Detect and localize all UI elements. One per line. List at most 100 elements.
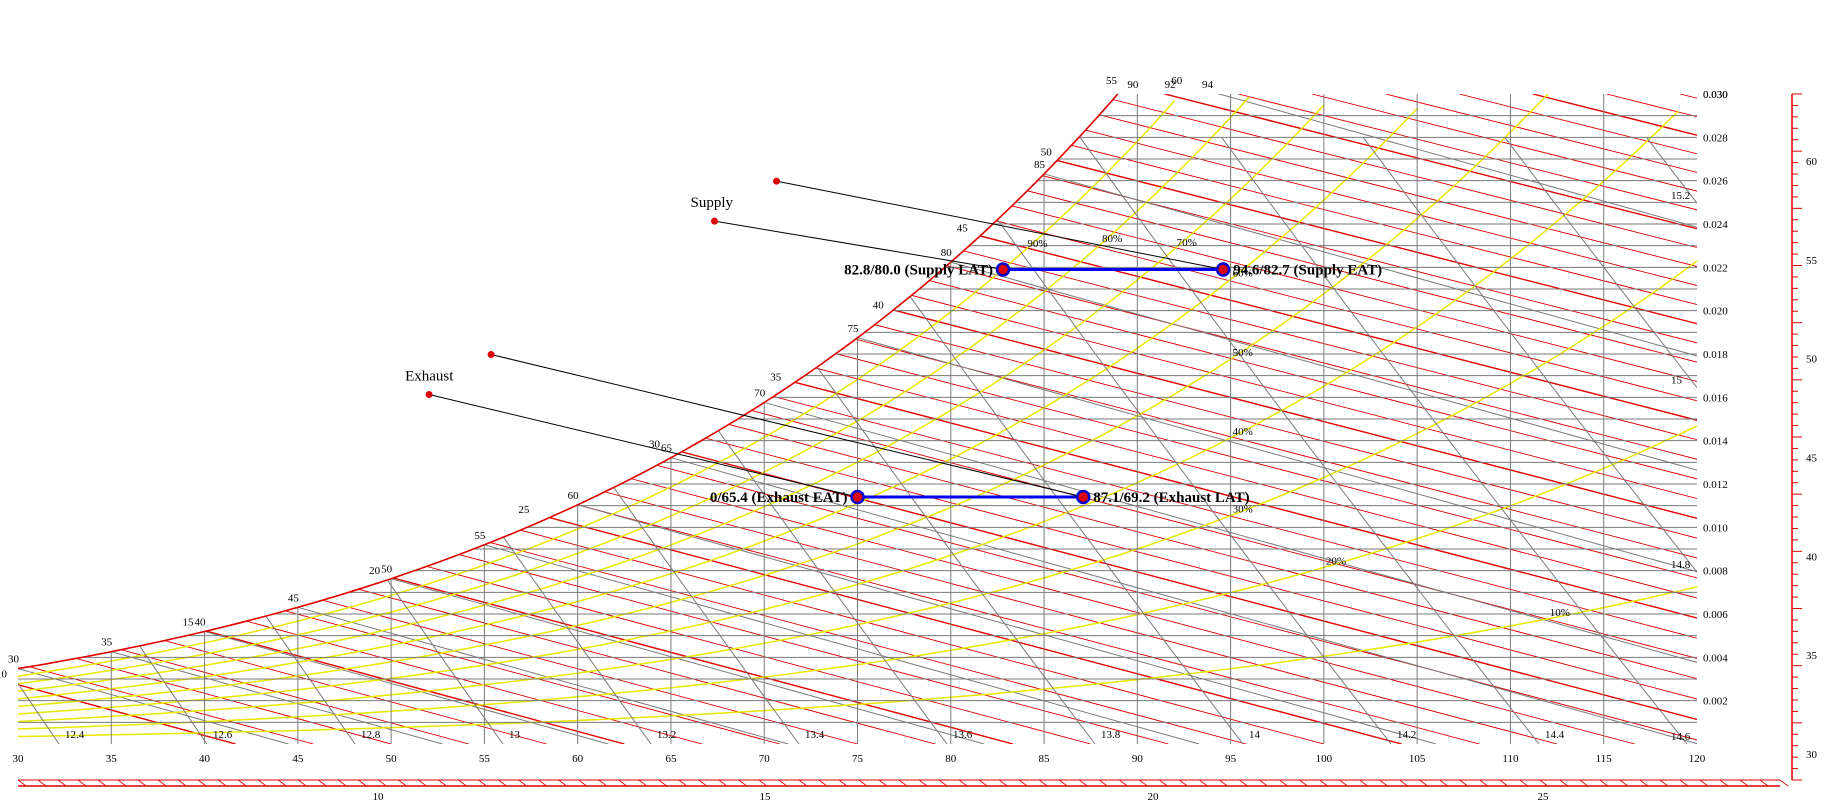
rh-label: 20% [1326, 555, 1346, 567]
bottom-scale-tick [858, 779, 868, 787]
bottom-scale-tick [37, 779, 47, 787]
y-tick-label: 0.014 [1703, 436, 1728, 448]
auxiliary-scales: 30 35 40 45 50 55 60 10 15 20 25 [17, 93, 1818, 803]
bottom-scale-tick [1579, 779, 1589, 787]
volume-label: 13.6 [953, 729, 973, 741]
y-tick-label: 0.020 [1703, 306, 1728, 318]
enthalpy-label: 25 [518, 504, 530, 516]
bottom-scale-tick [57, 779, 67, 787]
bottom-scale-tick [117, 779, 127, 787]
volume-label: 14.8 [1671, 559, 1691, 571]
y-tick-label: 0.004 [1703, 652, 1728, 664]
rh-curve [18, 96, 1250, 685]
bottom-scale-tick [618, 779, 627, 787]
specific-volume-line [18, 137, 356, 744]
bottom-scale-tick [718, 779, 728, 787]
axes: 30 35 40 45 50 55 60 65 70 75 80 85 90 95 100 105 110 115… [13, 89, 1729, 765]
bottom-scale-tick [1599, 779, 1609, 787]
leader-dot [487, 351, 495, 358]
bottom-scale-tick [458, 779, 467, 787]
bottom-scale-tick [958, 779, 968, 787]
volume-label: 14.2 [1397, 729, 1416, 741]
wetbulb-line [18, 668, 289, 744]
bottom-scale-tick [538, 779, 547, 787]
right-scale-label: 55 [1806, 255, 1818, 267]
volume-label: 14 [1249, 729, 1261, 741]
wetbulb-line [111, 651, 443, 744]
wetbulb-label: 80 [941, 247, 953, 259]
state-point [1215, 262, 1231, 277]
volume-label: 14.4 [1545, 729, 1565, 741]
bottom-scale-tick [1379, 779, 1388, 787]
bottom-scale-tick [1399, 779, 1408, 787]
bottom-scale-tick [1359, 779, 1368, 787]
rh-label: 50% [1233, 347, 1253, 359]
x-tick-label: 40 [199, 753, 211, 765]
bottom-scale-tick [998, 779, 1008, 787]
enthalpy-label: 20 [369, 565, 381, 577]
wetbulb-line [297, 606, 789, 744]
rh-label: 60% [1233, 267, 1253, 279]
x-tick-label: 100 [1316, 753, 1333, 765]
bottom-scale-tick [318, 779, 327, 787]
bottom-scale-tick [1619, 779, 1629, 787]
leader-dot [711, 217, 719, 225]
enthalpy-label: 15 [183, 617, 195, 629]
bottom-scale-label: 10 [373, 791, 385, 803]
enthalpy-label: 10 [0, 669, 8, 681]
bottom-scale-tick [1299, 779, 1308, 787]
bottom-scale-tick [1018, 779, 1028, 787]
y-tick-label: 0.002 [1703, 696, 1728, 708]
bottom-scale-tick [1058, 779, 1068, 787]
rh-curve [18, 100, 1176, 677]
series-name-label: Exhaust [405, 369, 454, 385]
leader-line [428, 394, 858, 498]
process-series: Supply 82.8/80.0 (Supply LAT) 94.6/82.7 (S… [405, 177, 1382, 506]
bottom-scale-tick [1038, 779, 1048, 787]
bottom-scale-tick [878, 779, 888, 787]
bottom-scale-tick [1739, 779, 1749, 787]
bottom-scale-tick [1279, 779, 1288, 787]
enthalpy-label: 35 [770, 371, 782, 383]
y-tick-label: 0.008 [1703, 566, 1728, 578]
bottom-scale-tick [1539, 779, 1548, 787]
right-scale-label: 30 [1806, 749, 1818, 761]
bottom-scale-tick [898, 779, 908, 787]
rh-label: 30% [1233, 504, 1253, 516]
bottom-scale-tick [698, 779, 708, 787]
bottom-scale-tick [658, 779, 667, 787]
bottom-scale-tick [1699, 779, 1709, 787]
bottom-scale-tick [1119, 779, 1128, 787]
volume-label: 12.6 [213, 729, 233, 741]
wetbulb-label: 55 [474, 530, 486, 542]
grid-lines [18, 94, 1697, 744]
bottom-scale-tick [478, 779, 487, 787]
bottom-scale-tick [578, 779, 587, 787]
enthalpy-line [18, 94, 858, 744]
bottom-scale-tick [1219, 779, 1228, 787]
wetbulb-label: 60 [568, 490, 580, 502]
curve-labels: 10% 20% 30% 40% 50% 60% 70% 80% 90% 30 35 40 45 50 55 6… [0, 75, 1691, 743]
enthalpy-label: 50 [1041, 146, 1053, 158]
x-tick-label: 105 [1409, 753, 1426, 765]
x-tick-label: 75 [852, 753, 864, 765]
wetbulb-label: 35 [101, 637, 113, 649]
bottom-scale-tick [1319, 779, 1328, 787]
wetbulb-label: 40 [195, 616, 207, 628]
y-tick-label: 0.010 [1703, 522, 1728, 534]
bottom-scale-tick [598, 779, 607, 787]
enthalpy-label: 45 [957, 223, 969, 235]
right-scale-label: 50 [1806, 354, 1818, 366]
bottom-scale-tick [1439, 779, 1448, 787]
bottom-scale-tick [1759, 779, 1769, 787]
bottom-scale-tick [518, 779, 527, 787]
y-tick-label: 0.018 [1703, 349, 1728, 361]
bottom-scale-tick [1098, 779, 1108, 787]
wetbulb-label: 70 [754, 387, 766, 399]
wetbulb-line [950, 261, 1697, 744]
bottom-scale-label: 20 [1148, 791, 1160, 803]
bottom-scale-tick [338, 779, 347, 787]
bottom-scale-tick [358, 779, 367, 787]
y-tick-label: 0.012 [1703, 479, 1728, 491]
saturation-curve [17, 93, 1119, 670]
